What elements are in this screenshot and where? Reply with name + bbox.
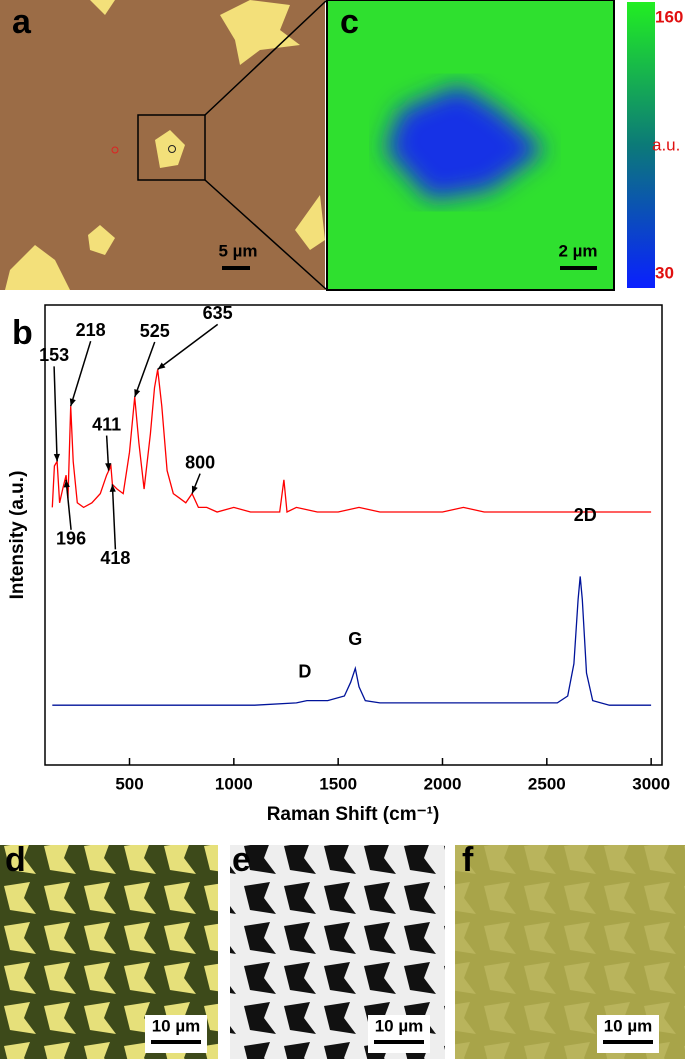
annotation-arrow [53, 366, 58, 462]
arrow-head [191, 485, 198, 494]
annotation: 153 [39, 345, 69, 365]
colorbar [627, 2, 655, 288]
panel-label: d [5, 841, 26, 879]
plot-frame [44, 304, 663, 766]
frame [326, 0, 615, 291]
arrow-head [63, 479, 70, 488]
arrow-head [53, 453, 60, 462]
flake [155, 130, 185, 168]
annotation: 800 [185, 452, 215, 472]
annotation-arrow [111, 484, 117, 550]
flake [295, 195, 325, 250]
scale-label: 10 µm [604, 1016, 653, 1035]
scale-bg [597, 1015, 659, 1053]
annotation-arrow [134, 341, 156, 398]
annotation: 218 [76, 320, 106, 340]
arrow-head [134, 389, 141, 397]
x-axis-title: Raman Shift (cm⁻¹) [267, 804, 440, 825]
map-blob [385, 85, 545, 200]
annotation: 196 [56, 529, 86, 549]
scale-label: 10 µm [152, 1016, 201, 1035]
scale-bg [368, 1015, 430, 1053]
arrow-head [157, 362, 166, 370]
annotation: 411 [92, 414, 121, 434]
x-tick-label: 3000 [632, 774, 670, 793]
panel-label: e [232, 841, 251, 879]
flake [220, 0, 300, 65]
flake [5, 245, 70, 290]
panel-label: b [12, 314, 33, 352]
annotation: 2D [574, 505, 597, 525]
annotation: 635 [203, 303, 233, 323]
spot [168, 145, 176, 153]
scale-label: 2 µm [558, 241, 597, 260]
x-tick-label: 500 [115, 774, 143, 793]
arrow-head [105, 463, 112, 471]
annotation-arrow [69, 340, 92, 407]
scale-label: 5 µm [218, 241, 257, 260]
annotation-arrow [65, 479, 72, 530]
scale-label: 10 µm [375, 1016, 424, 1035]
flake [90, 0, 115, 15]
zoom-line [204, 0, 328, 116]
annotation: 525 [140, 321, 170, 341]
spectrum [51, 369, 652, 513]
panel-label: c [340, 3, 359, 41]
colorbar-max: 160 [655, 7, 683, 26]
y-axis-title: Intensity (a.u.) [7, 471, 28, 600]
annotation: 418 [100, 548, 130, 568]
x-tick-label: 2000 [424, 774, 462, 793]
arrow-head [69, 398, 76, 407]
arrow-head [109, 484, 116, 492]
x-tick-label: 2500 [528, 774, 566, 793]
flake [88, 225, 115, 255]
colorbar-min: 30 [655, 263, 674, 282]
spot [111, 146, 119, 154]
panel-label: f [462, 841, 474, 879]
colorbar-unit: a.u. [652, 135, 680, 154]
x-tick-label: 1000 [215, 774, 253, 793]
zoom-line [204, 179, 328, 291]
annotation-arrow [157, 323, 219, 370]
panel-label: a [12, 3, 32, 41]
scale-bg [145, 1015, 207, 1053]
x-tick-label: 1500 [319, 774, 357, 793]
zoom-box [137, 114, 206, 181]
annotation: D [298, 661, 311, 681]
spectrum [52, 576, 652, 706]
annotation: G [348, 629, 362, 649]
